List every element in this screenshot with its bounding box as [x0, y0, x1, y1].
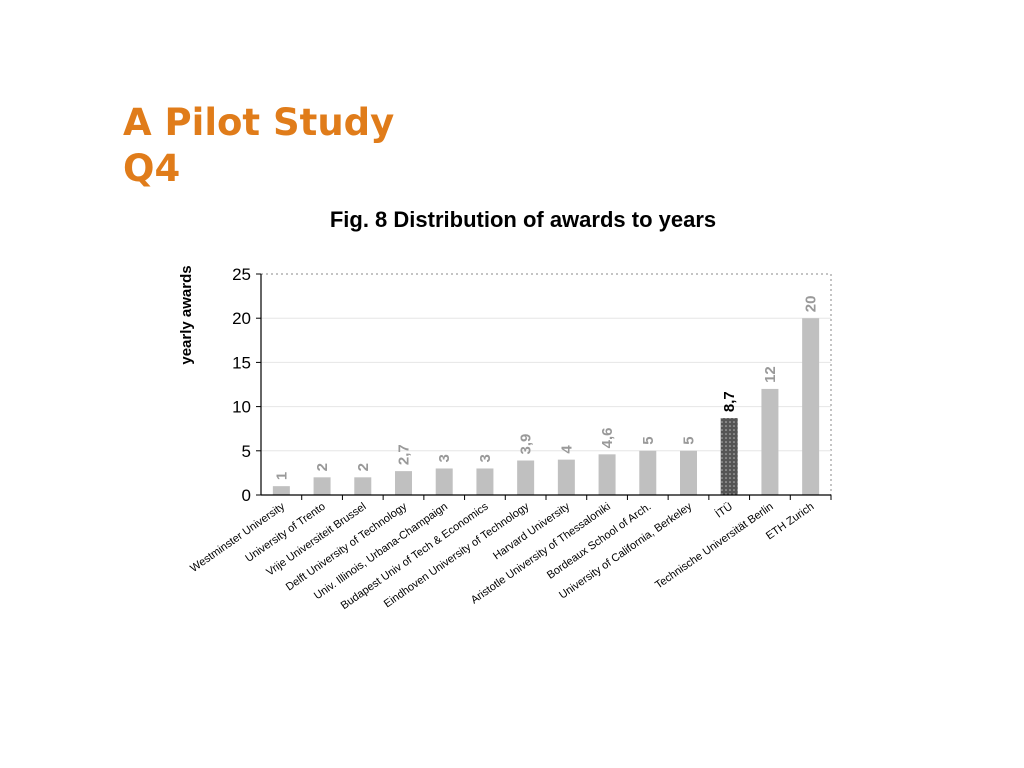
slide-title: A Pilot Study Q4 [123, 100, 394, 192]
slide-title-line1: A Pilot Study [123, 101, 395, 144]
bar [395, 471, 412, 495]
bar [435, 468, 453, 495]
data-label: 2,7 [396, 444, 413, 465]
bar [680, 450, 697, 495]
gridlines [261, 317, 831, 452]
bar [557, 459, 575, 495]
y-tick-labels: 0 5 10 15 20 25 [232, 265, 251, 505]
data-label: 20 [803, 296, 820, 313]
bar [761, 388, 779, 495]
bar [476, 468, 494, 495]
y-tick-label: 10 [232, 398, 251, 417]
bars [272, 318, 820, 495]
y-tick-label: 25 [232, 265, 251, 284]
bar [354, 477, 372, 495]
data-label: 5 [640, 436, 657, 444]
data-label: 4 [558, 445, 575, 454]
data-label: 3,9 [518, 434, 535, 455]
bar [272, 486, 290, 495]
chart-title: Fig. 8 Distribution of awards to years [330, 207, 716, 232]
axes [256, 273, 832, 500]
data-label: 3 [436, 454, 453, 462]
plot-border [260, 273, 832, 496]
y-tick-label: 0 [242, 486, 251, 505]
data-label: 1 [273, 472, 290, 480]
y-axis-label: yearly awards [178, 265, 195, 364]
data-label: 3 [477, 454, 494, 462]
bar [639, 450, 657, 495]
bar [802, 318, 820, 495]
x-tick-label: İTÜ [713, 500, 735, 521]
data-label: 12 [762, 366, 779, 383]
y-tick-label: 5 [242, 442, 251, 461]
bar [517, 460, 535, 495]
bar [598, 454, 616, 495]
data-label: 8,7 [721, 391, 738, 412]
x-tick-label: Budapest Univ of Tech & Economics [339, 500, 491, 612]
data-label: 5 [681, 436, 698, 444]
data-label: 4,6 [599, 427, 616, 448]
data-label: 2 [314, 463, 331, 471]
bar [720, 418, 738, 495]
bar [313, 477, 331, 495]
slide-title-line2: Q4 [123, 147, 181, 190]
y-tick-label: 20 [232, 309, 251, 328]
data-label: 2 [355, 463, 372, 471]
y-tick-label: 15 [232, 353, 251, 372]
